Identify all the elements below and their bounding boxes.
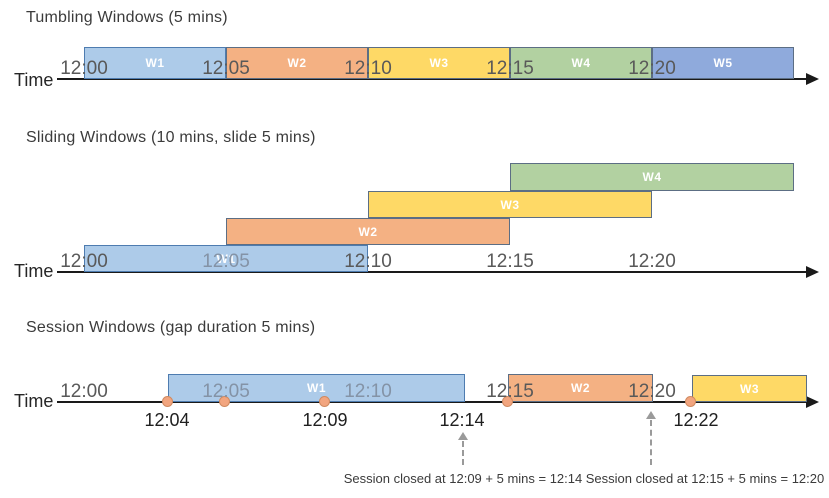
tumbling-timeline — [57, 78, 808, 80]
tumbling-window-w2: W2 — [226, 47, 368, 79]
tumbling-tick-1220: 12:20 — [628, 58, 676, 79]
event-dot-1222 — [685, 396, 696, 407]
window-label: W4 — [642, 170, 662, 184]
dashed-arrow-line — [650, 420, 652, 465]
session-time-axis-label: Time — [14, 391, 54, 411]
window-label: W3 — [740, 381, 759, 396]
sliding-tick-1210: 12:10 — [344, 251, 392, 272]
session-event-label-1204: 12:04 — [144, 410, 190, 430]
event-dot-1205 — [219, 396, 230, 407]
tumbling-section-title: Tumbling Windows (5 mins) — [26, 9, 228, 26]
session-event-label-1209: 12:09 — [302, 410, 348, 430]
sliding-tick-1200: 12:00 — [60, 251, 108, 272]
sliding-window-w3: W3 — [368, 191, 652, 218]
session-event-label-1222: 12:22 — [673, 410, 719, 430]
window-label: W3 — [429, 56, 449, 70]
sliding-window-w2: W2 — [226, 218, 510, 245]
window-label: W5 — [713, 56, 733, 70]
dashed-arrow-line — [462, 441, 464, 465]
session-window-w1: W1 — [168, 374, 465, 402]
tumbling-tick-1215: 12:15 — [486, 58, 534, 79]
session-timeline — [57, 401, 808, 403]
sliding-window-w1: W1 — [84, 245, 368, 272]
tumbling-tick-1200: 12:00 — [60, 58, 108, 79]
session-section-title: Session Windows (gap duration 5 mins) — [26, 319, 316, 336]
sliding-timeline — [57, 271, 808, 273]
dashed-arrow-up-icon — [646, 411, 656, 419]
tumbling-window-w1: W1 — [84, 47, 226, 79]
session-closed-annotation-1: Session closed at 12:09 + 5 mins = 12:14 — [343, 471, 583, 486]
tumbling-tick-1205: 12:05 — [202, 58, 250, 79]
session-tick-1215: 12:15 — [486, 381, 534, 402]
tumbling-window-w4: W4 — [510, 47, 652, 79]
event-dot-1204 — [162, 396, 173, 407]
session-window-w2: W2 — [508, 374, 653, 402]
tumbling-window-w3: W3 — [368, 47, 510, 79]
tumbling-tick-1210: 12:10 — [344, 58, 392, 79]
session-tick-1200: 12:00 — [60, 381, 108, 402]
session-arrow-right-icon — [806, 396, 819, 408]
session-event-label-1214: 12:14 — [439, 410, 485, 430]
sliding-window-w4: W4 — [510, 163, 794, 191]
window-label: W2 — [287, 56, 307, 70]
session-tick-1210: 12:10 — [344, 381, 392, 402]
event-dot-1215 — [502, 396, 513, 407]
window-label: W1 — [307, 381, 326, 395]
window-label: W2 — [358, 224, 378, 239]
sliding-tick-1205: 12:05 — [202, 251, 250, 272]
dashed-arrow-up-icon — [458, 432, 468, 440]
tumbling-window-w5: W5 — [652, 47, 794, 79]
session-tick-1220: 12:20 — [628, 381, 676, 402]
event-dot-1209 — [319, 396, 330, 407]
session-window-w3: W3 — [692, 375, 807, 402]
window-label: W2 — [571, 381, 590, 395]
session-tick-1205: 12:05 — [202, 381, 250, 402]
sliding-arrow-right-icon — [806, 266, 819, 278]
window-label: W1 — [145, 56, 165, 70]
sliding-tick-1215: 12:15 — [486, 251, 534, 272]
window-label: W3 — [500, 197, 520, 212]
sliding-time-axis-label: Time — [14, 261, 54, 281]
tumbling-time-axis-label: Time — [14, 70, 54, 90]
window-label: W4 — [571, 56, 591, 70]
sliding-section-title: Sliding Windows (10 mins, slide 5 mins) — [26, 129, 316, 146]
window-label: W1 — [216, 251, 236, 266]
tumbling-arrow-right-icon — [806, 73, 819, 85]
session-closed-annotation-2: Session closed at 12:15 + 5 mins = 12:20 — [585, 471, 825, 486]
sliding-tick-1220: 12:20 — [628, 251, 676, 272]
